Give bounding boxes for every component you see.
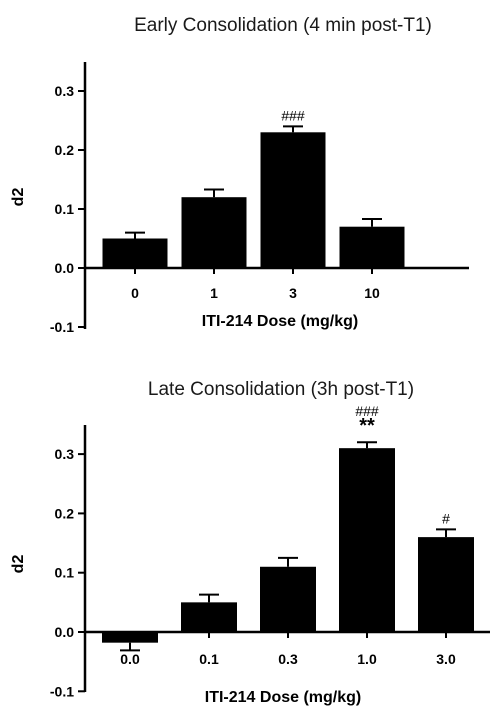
y-axis-label: d2 bbox=[10, 555, 27, 574]
y-tick-label: 0.3 bbox=[55, 83, 75, 99]
bar bbox=[339, 226, 405, 268]
chart-title: Late Consolidation (3h post-T1) bbox=[148, 379, 414, 400]
bar bbox=[339, 448, 395, 632]
y-tick-label: 0.2 bbox=[55, 505, 75, 521]
bar bbox=[181, 197, 247, 268]
x-tick-label: 3 bbox=[289, 285, 297, 301]
bar bbox=[260, 566, 316, 632]
chart-title: Early Consolidation (4 min post-T1) bbox=[134, 15, 432, 36]
x-tick-label: 0.0 bbox=[120, 651, 140, 667]
significance-marker: ### bbox=[355, 403, 379, 419]
significance-marker: ### bbox=[281, 107, 305, 123]
x-tick-label: 1.0 bbox=[357, 651, 377, 667]
x-tick-label: 10 bbox=[364, 285, 380, 301]
significance-marker: # bbox=[442, 510, 450, 526]
x-tick-label: 1 bbox=[210, 285, 218, 301]
y-axis-label: d2 bbox=[10, 188, 27, 207]
significance-marker: ** bbox=[359, 415, 375, 437]
x-tick-label: 3.0 bbox=[436, 651, 456, 667]
x-axis-label: ITI-214 Dose (mg/kg) bbox=[205, 689, 361, 706]
y-tick-label: 0.1 bbox=[55, 201, 75, 217]
bar bbox=[181, 602, 237, 632]
x-tick-label: 0 bbox=[131, 285, 139, 301]
y-tick-label: -0.1 bbox=[50, 683, 74, 699]
chart-panel-late: Late Consolidation (3h post-T1) d2 ITI-2… bbox=[10, 379, 490, 706]
x-axis-label: ITI-214 Dose (mg/kg) bbox=[202, 313, 358, 330]
bar bbox=[260, 132, 326, 268]
chart-panel-early: Early Consolidation (4 min post-T1) d2 I… bbox=[10, 15, 469, 335]
y-tick-label: 0.0 bbox=[55, 260, 75, 276]
y-tick-label: 0.1 bbox=[55, 565, 75, 581]
y-tick-label: 0.0 bbox=[55, 624, 75, 640]
y-tick-label: -0.1 bbox=[50, 319, 74, 335]
x-tick-label: 0.1 bbox=[199, 651, 219, 667]
x-tick-label: 0.3 bbox=[278, 651, 298, 667]
y-tick-label: 0.2 bbox=[55, 142, 75, 158]
bar bbox=[418, 537, 474, 632]
y-tick-label: 0.3 bbox=[55, 446, 75, 462]
bar bbox=[102, 238, 168, 268]
